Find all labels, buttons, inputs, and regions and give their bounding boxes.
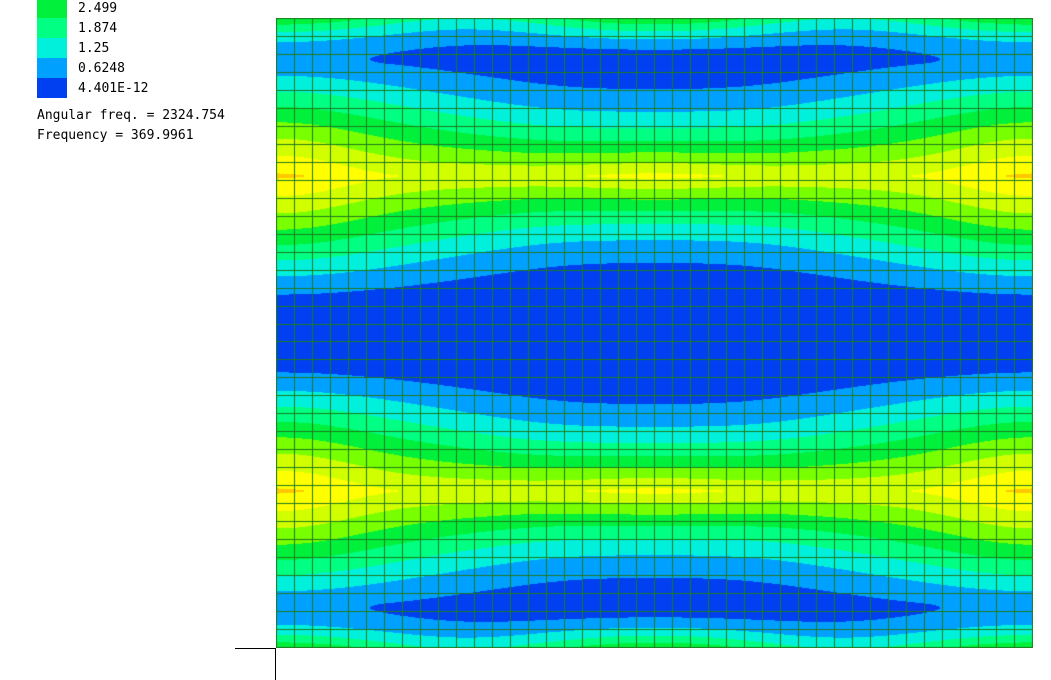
angular-frequency-readout: Angular freq. = 2324.754 <box>37 108 225 123</box>
legend-swatch <box>37 78 67 98</box>
legend-swatch <box>37 38 67 58</box>
legend-label: 2.499 <box>78 1 118 16</box>
frequency-readout: Frequency = 369.9961 <box>37 128 194 143</box>
legend-swatch <box>37 0 67 18</box>
legend-label: 1.25 <box>78 41 110 56</box>
x-axis-triad-line <box>235 648 276 649</box>
legend-label: 0.6248 <box>78 61 125 76</box>
legend-swatch <box>37 18 67 38</box>
legend-label: 1.874 <box>78 21 118 36</box>
y-axis-triad-line <box>275 648 276 680</box>
legend-label: 4.401E-12 <box>78 81 149 96</box>
contour-plot[interactable] <box>276 18 1033 648</box>
legend-swatch <box>37 58 67 78</box>
